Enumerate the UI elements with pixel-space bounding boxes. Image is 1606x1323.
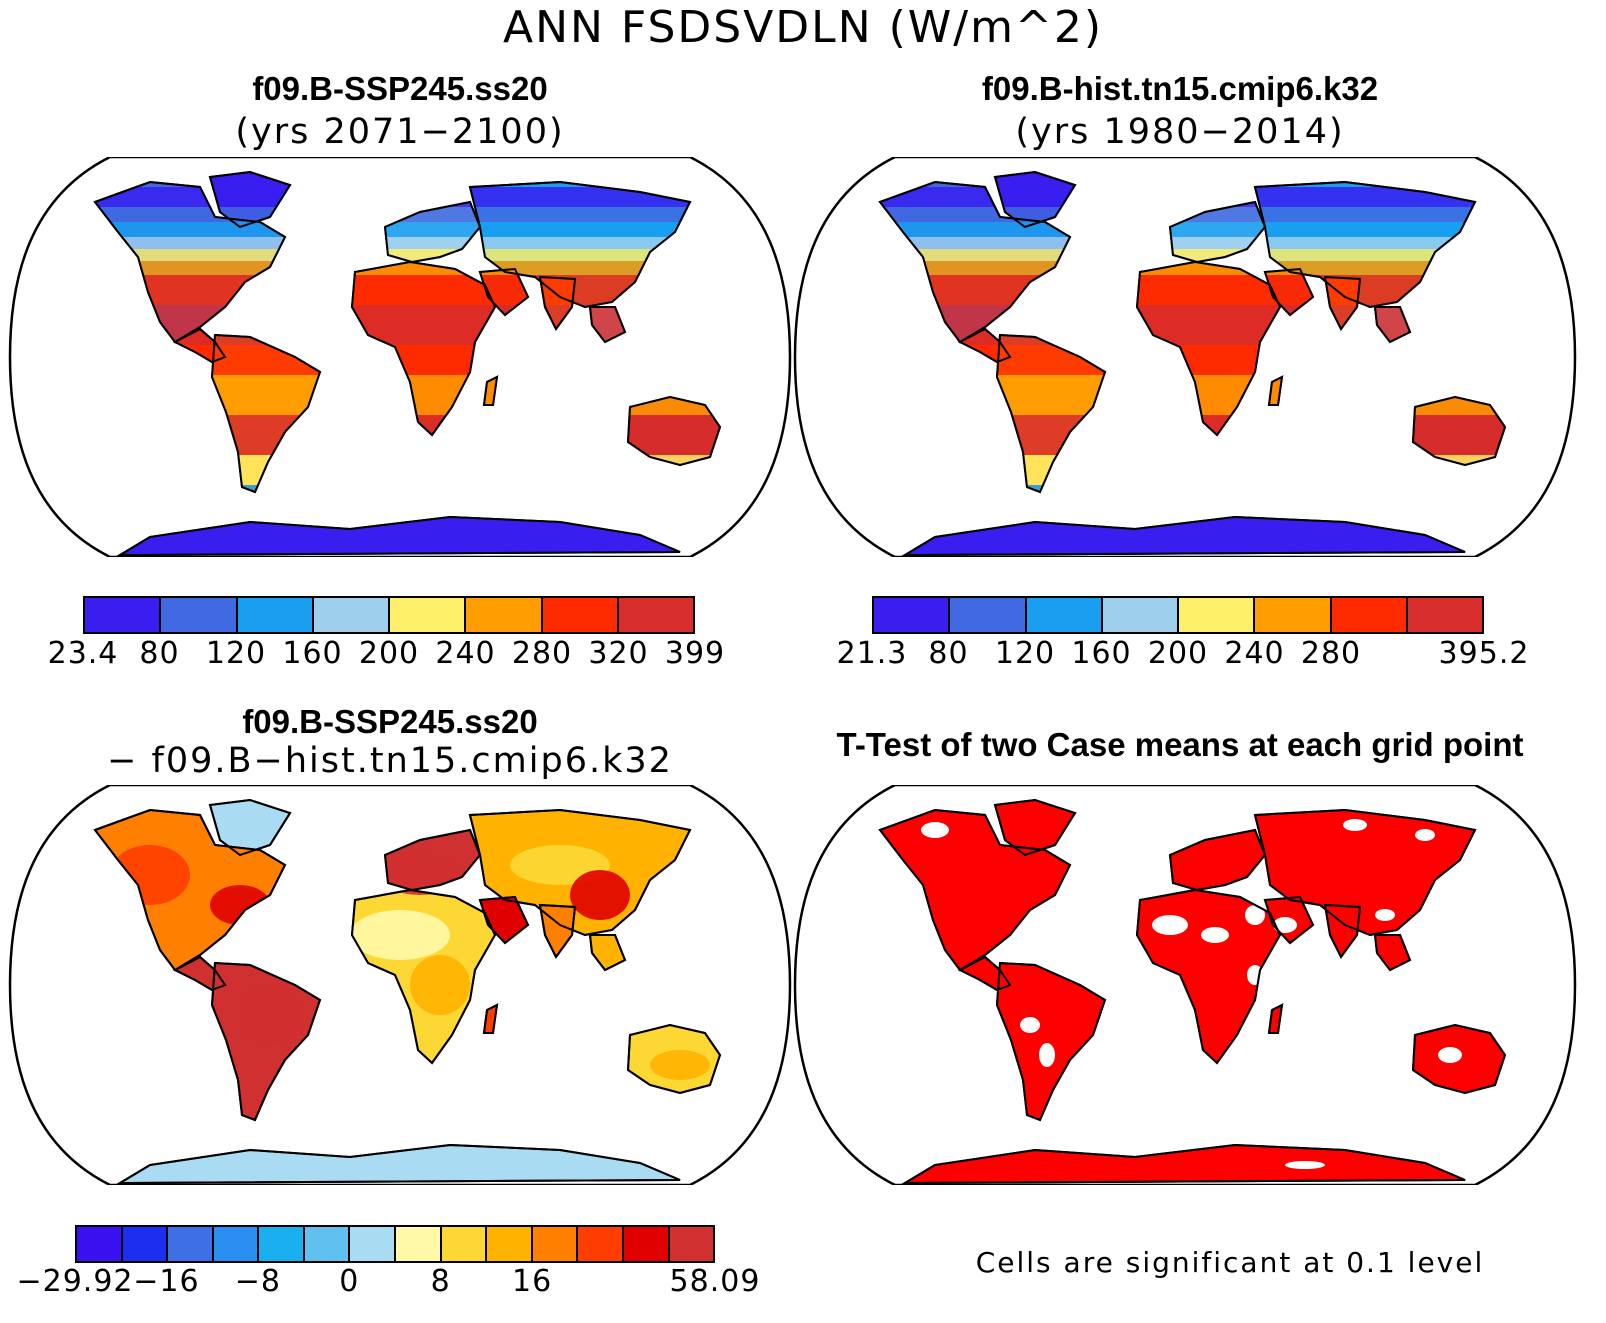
colorbar-future (83, 596, 695, 634)
colorbar-tick-label: −8 (234, 1264, 281, 1299)
difference-patches (110, 830, 710, 1080)
colorbar-swatch (466, 598, 543, 632)
colorbar-future-ticks: 23.4 80 120 160 200 240 280 320 399 (48, 636, 725, 676)
colorbar-swatch (542, 598, 619, 632)
colorbar-swatch (1026, 598, 1103, 632)
colorbar-tick-label: 160 (282, 636, 343, 671)
panel-future-subtitle: (yrs 2071−2100) (235, 112, 565, 152)
colorbar-tick-label: 58.09 (669, 1264, 761, 1299)
colorbar-tick-label: 120 (205, 636, 267, 671)
colorbar-swatch (213, 1227, 260, 1261)
colorbar-swatch (669, 1227, 714, 1261)
colorbar-swatch (1331, 598, 1408, 632)
colorbar-tick-label: −16 (133, 1264, 200, 1299)
colorbar-swatch (441, 1227, 488, 1261)
colorbar-swatch (618, 598, 693, 632)
colorbar-swatch (950, 598, 1027, 632)
colorbar-tick-label: 160 (1071, 636, 1132, 671)
colorbar-tick-label: 80 (928, 636, 969, 671)
figure-title: ANN FSDSVDLN (W/m^2) (503, 2, 1103, 53)
map-historical (793, 157, 1577, 557)
colorbar-swatch (168, 1227, 214, 1261)
panel-historical-subtitle: (yrs 1980−2014) (1015, 112, 1345, 152)
colorbar-tick-label: 8 (430, 1264, 451, 1299)
colorbar-tick-label: 80 (139, 636, 180, 671)
colorbar-tick-label: 395.2 (1438, 636, 1530, 671)
colorbar-tick-label: 240 (435, 636, 496, 671)
colorbar-tick-label: 0 (339, 1264, 360, 1299)
colorbar-historical (872, 596, 1484, 634)
colorbar-swatch (1255, 598, 1332, 632)
colorbar-swatch (350, 1227, 397, 1261)
panel-ttest-title: T-Test of two Case means at each grid po… (836, 726, 1524, 763)
colorbar-swatch (313, 598, 390, 632)
colorbar-swatch (532, 1227, 579, 1261)
colorbar-tick-label: 320 (588, 636, 649, 671)
colorbar-swatch (390, 598, 467, 632)
colorbar-tick-label: 200 (358, 636, 420, 671)
significance-note: Cells are significant at 0.1 level (975, 1246, 1485, 1279)
colorbar-swatch (304, 1227, 351, 1261)
colorbar-tick-label: 23.4 (47, 636, 119, 671)
panel-historical-title: f09.B-hist.tn15.cmip6.k32 (981, 70, 1379, 107)
colorbar-tick-label: 399 (664, 636, 726, 671)
colorbar-swatch (85, 598, 162, 632)
panel-future-title: f09.B-SSP245.ss20 (252, 70, 548, 107)
colorbar-tick-label: 16 (512, 1264, 553, 1299)
colorbar-tick-label: 280 (1300, 636, 1362, 671)
colorbar-swatch (237, 598, 314, 632)
colorbar-tick-label: 21.3 (836, 636, 908, 671)
colorbar-swatch (1102, 598, 1179, 632)
colorbar-swatch (487, 1227, 533, 1261)
map-frame (793, 157, 1577, 557)
map-frame (793, 785, 1577, 1185)
colorbar-tick-label: 280 (511, 636, 573, 671)
colorbar-swatch (1407, 598, 1482, 632)
colorbar-historical-ticks: 21.3 80 120 160 200 240 280 395.2 (837, 636, 1529, 676)
colorbar-tick-label: 200 (1147, 636, 1209, 671)
panel-difference-subtitle: − f09.B−hist.tn15.cmip6.k32 (107, 741, 673, 781)
colorbar-tick-label: 120 (994, 636, 1056, 671)
colorbar-tick-label: −29.92 (16, 1264, 134, 1299)
insignificant-cells (921, 819, 1462, 1169)
panel-difference-title: f09.B-SSP245.ss20 (242, 703, 538, 740)
colorbar-swatch (874, 598, 951, 632)
colorbar-difference (75, 1225, 715, 1263)
colorbar-swatch (1179, 598, 1256, 632)
colorbar-swatch (623, 1227, 670, 1261)
colorbar-swatch (122, 1227, 169, 1261)
map-future (8, 157, 792, 557)
map-ttest (793, 785, 1577, 1185)
colorbar-swatch (259, 1227, 305, 1261)
map-frame (8, 785, 792, 1185)
colorbar-swatch (161, 598, 238, 632)
colorbar-tick-label: 240 (1224, 636, 1285, 671)
map-difference (8, 785, 792, 1185)
colorbar-swatch (578, 1227, 624, 1261)
colorbar-swatch (77, 1227, 123, 1261)
colorbar-difference-ticks: −29.92 −16 −8 0 8 16 58.09 (16, 1264, 759, 1304)
colorbar-swatch (396, 1227, 442, 1261)
map-frame (8, 157, 792, 557)
